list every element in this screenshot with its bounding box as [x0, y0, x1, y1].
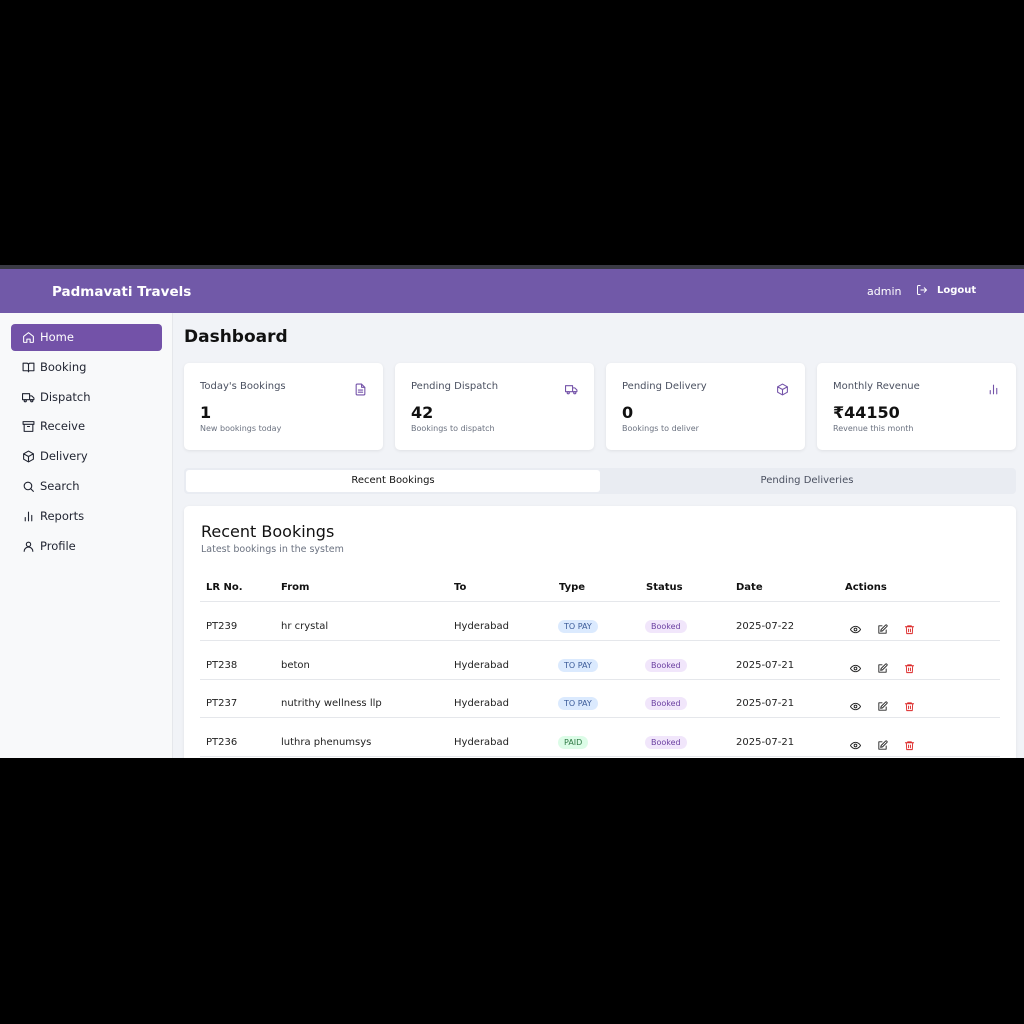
cell: PT238 [206, 659, 238, 671]
card-subtitle: New bookings today [200, 424, 282, 433]
column-header: LR No. [206, 582, 243, 593]
row-divider [200, 755, 1000, 757]
stat-card: Today's Bookings 1 New bookings today [184, 363, 383, 450]
stat-card: Pending Delivery 0 Bookings to deliver [606, 363, 805, 450]
stat-card: Pending Dispatch 42 Bookings to dispatch [395, 363, 594, 450]
table-card: Recent Bookings Latest bookings in the s… [184, 506, 1016, 758]
nav-label: Receive [40, 419, 86, 434]
brand: Padmavati Travels [52, 284, 192, 300]
cell: Hyderabad [454, 621, 509, 632]
column-header: Date [736, 582, 763, 593]
card-subtitle: Bookings to deliver [622, 424, 699, 433]
nav-item[interactable]: Booking [11, 354, 162, 381]
cell: beton [281, 659, 310, 671]
eye-button[interactable] [850, 659, 861, 678]
edit-button[interactable] [877, 659, 888, 678]
trash-button[interactable] [904, 659, 915, 678]
card-title: Pending Dispatch [411, 381, 499, 392]
badge: TO PAY [558, 658, 598, 672]
card-subtitle: Bookings to dispatch [411, 424, 495, 433]
cell: nutrithy wellness llp [281, 698, 382, 709]
column-header: From [281, 582, 310, 593]
badge: Booked [645, 658, 687, 672]
page-title: Dashboard [184, 327, 288, 347]
sidebar: Home Booking Dispatch Receive Delivery Search… [0, 313, 173, 758]
nav-item[interactable]: Search [11, 473, 162, 500]
eye-button[interactable] [850, 620, 861, 639]
badge: TO PAY [558, 697, 598, 710]
trash-button[interactable] [904, 736, 915, 755]
trash-button[interactable] [904, 620, 915, 639]
logout-button[interactable]: Logout [916, 281, 976, 301]
row-divider [200, 601, 1000, 602]
badge: Booked [645, 620, 687, 633]
card-title: Today's Bookings [200, 381, 286, 392]
tab[interactable]: Recent Bookings [186, 470, 600, 492]
card-value: 42 [411, 403, 434, 422]
card-value: 1 [200, 403, 212, 422]
nav-item[interactable]: Delivery [11, 443, 162, 470]
edit-button[interactable] [877, 736, 888, 755]
nav-label: Search [40, 479, 80, 493]
card-value: ₹44150 [833, 403, 900, 422]
cell: PT239 [206, 621, 238, 632]
eye-button[interactable] [850, 736, 861, 755]
table-subtitle: Latest bookings in the system [201, 544, 344, 555]
user: admin [867, 285, 902, 298]
badge: TO PAY [558, 620, 598, 633]
cell: Hyderabad [454, 659, 509, 671]
nav-label: Profile [40, 538, 76, 553]
cell: PT236 [206, 736, 238, 748]
header: Padmavati Travels admin Logout [0, 269, 1024, 313]
cell: Hyderabad [454, 736, 509, 748]
table-title: Recent Bookings [201, 522, 335, 541]
card-title: Pending Delivery [622, 381, 707, 392]
column-header: Actions [845, 582, 887, 593]
card-title: Monthly Revenue [833, 381, 920, 392]
column-header: Type [559, 582, 586, 593]
cell: 2025-07-21 [736, 736, 795, 748]
nav-label: Booking [40, 359, 87, 374]
nav-label: Reports [40, 508, 85, 523]
row-divider [200, 717, 1000, 718]
cell: 2025-07-21 [736, 659, 795, 671]
badge: PAID [558, 735, 589, 749]
cell: 2025-07-22 [736, 621, 795, 632]
stat-card: Monthly Revenue ₹44150 Revenue this month [817, 363, 1016, 450]
nav-label: Home [40, 330, 74, 344]
cell: hr crystal [281, 621, 329, 632]
nav-item[interactable]: Reports [11, 503, 162, 530]
cell: luthra phenumsys [281, 736, 372, 748]
edit-button[interactable] [877, 620, 888, 639]
nav-label: Delivery [40, 449, 88, 464]
cell: PT237 [206, 698, 238, 709]
cell: 2025-07-21 [736, 698, 795, 709]
cell: Hyderabad [454, 698, 509, 709]
badge: Booked [645, 697, 687, 710]
badge: Booked [645, 735, 687, 749]
nav-label: Dispatch [40, 389, 91, 404]
app: Padmavati Travels admin Logout Home Booki… [0, 265, 1024, 758]
eye-button[interactable] [850, 697, 861, 716]
nav-item[interactable]: Dispatch [11, 384, 162, 411]
nav-item[interactable]: Profile [11, 533, 162, 560]
nav-item[interactable]: Home [11, 324, 162, 351]
card-value: 0 [622, 403, 634, 422]
row-divider [200, 640, 1000, 641]
column-header: To [454, 582, 467, 593]
row-divider [200, 678, 1000, 680]
logout-label: Logout [937, 285, 977, 296]
column-header: Status [646, 582, 683, 593]
tab[interactable]: Pending Deliveries [760, 475, 854, 486]
edit-button[interactable] [877, 697, 888, 716]
card-subtitle: Revenue this month [833, 424, 914, 433]
trash-button[interactable] [904, 697, 915, 716]
nav-item[interactable]: Receive [11, 413, 162, 440]
